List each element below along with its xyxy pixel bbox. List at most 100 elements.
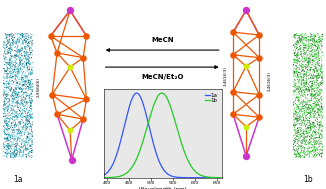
Point [29, 130, 34, 133]
Point [6, 76, 11, 79]
Point [303, 81, 308, 84]
Point [21, 83, 26, 86]
Point [312, 93, 318, 96]
Point [12, 91, 18, 94]
Point [4, 123, 9, 126]
Point [304, 101, 309, 104]
Point [300, 103, 305, 106]
Point [19, 32, 24, 35]
Point [301, 116, 306, 119]
Point [308, 113, 313, 116]
Point [29, 56, 34, 59]
Point [301, 63, 306, 66]
Point [7, 38, 12, 41]
Point [14, 68, 20, 71]
Point [318, 111, 323, 114]
Point [24, 62, 29, 65]
Point [16, 50, 21, 53]
Point [309, 88, 314, 91]
Point [5, 72, 10, 75]
Point [2, 104, 7, 107]
Point [299, 144, 304, 147]
Point [319, 65, 324, 68]
Point [15, 152, 20, 155]
Point [18, 120, 23, 123]
Point [20, 139, 25, 142]
Point [9, 87, 14, 90]
Point [7, 68, 13, 71]
Point [291, 113, 297, 116]
Point [308, 45, 314, 48]
Point [8, 42, 13, 45]
Point [1, 41, 7, 44]
Point [299, 124, 304, 127]
Point [2, 43, 7, 46]
Point [313, 67, 318, 70]
Point [315, 141, 320, 144]
Point [4, 129, 9, 132]
Point [292, 34, 297, 37]
Point [28, 115, 33, 118]
Point [26, 86, 32, 89]
Point [9, 148, 14, 151]
Point [301, 50, 306, 53]
Point [312, 42, 318, 45]
Point [6, 147, 11, 150]
Point [305, 94, 310, 97]
Point [304, 43, 309, 46]
Point [316, 94, 321, 97]
Point [302, 47, 307, 50]
Point [294, 120, 299, 123]
Point [305, 74, 310, 77]
Point [19, 141, 24, 144]
Point [314, 75, 319, 78]
Point [24, 86, 29, 89]
Point [28, 125, 33, 128]
Point [24, 34, 30, 37]
Point [295, 105, 300, 108]
Point [1, 54, 6, 57]
Point [7, 58, 13, 61]
Point [315, 149, 320, 152]
Point [303, 135, 308, 138]
Point [308, 84, 314, 88]
Point [300, 107, 305, 110]
Point [297, 116, 302, 119]
Point [2, 57, 7, 60]
Point [20, 154, 25, 157]
Point [296, 122, 302, 125]
Point [297, 35, 302, 38]
Point [311, 140, 316, 143]
Point [296, 48, 301, 51]
Point [22, 130, 27, 133]
Point [296, 152, 301, 155]
Point [307, 52, 313, 55]
Point [315, 79, 320, 82]
Point [304, 34, 309, 37]
Point [9, 95, 14, 98]
Point [312, 142, 317, 145]
Point [24, 149, 29, 152]
Point [24, 100, 29, 103]
Point [294, 53, 299, 57]
Point [2, 103, 7, 106]
Point [4, 154, 9, 157]
Point [304, 139, 309, 142]
Point [29, 99, 35, 102]
Point [300, 146, 305, 149]
Point [4, 148, 9, 151]
Point [310, 122, 316, 125]
Point [310, 154, 315, 157]
Point [320, 54, 325, 57]
Point [304, 114, 309, 117]
Point [298, 87, 303, 90]
Point [318, 142, 323, 145]
Point [313, 136, 319, 139]
Point [28, 80, 33, 83]
Point [303, 141, 308, 144]
Point [307, 124, 312, 127]
Point [315, 94, 320, 97]
Point [84, 34, 89, 37]
Point [316, 86, 321, 89]
Point [11, 75, 17, 78]
